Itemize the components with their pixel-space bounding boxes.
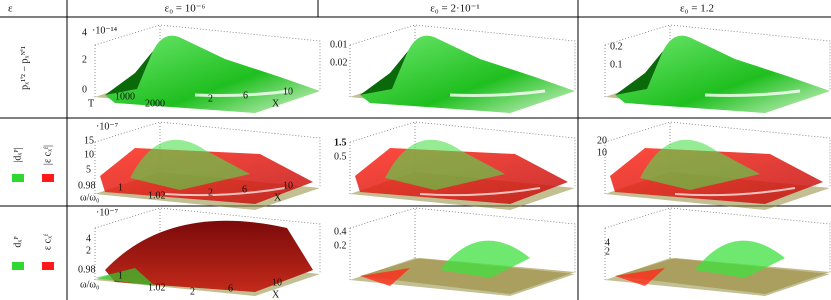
tick-label: 4 xyxy=(82,27,87,38)
tick-label: 2 xyxy=(605,246,610,257)
tick-label: 0.98 xyxy=(78,180,96,191)
tick-label: 0.2 xyxy=(610,41,623,52)
tick-label: 1.02 xyxy=(148,282,166,293)
tick-label: 1.02 xyxy=(148,190,166,201)
panel-labels: ·10⁻¹⁴ 4 2 0 T 1000 2000 2 6 10 X 0.01 0… xyxy=(78,25,623,300)
legend-swatch xyxy=(42,262,54,270)
row-label: ε cₓᶠ xyxy=(42,234,53,250)
axis-label: ·10⁻⁷ xyxy=(96,121,119,132)
tick-label: 2000 xyxy=(145,98,165,109)
row-label: dₓᴾ xyxy=(12,236,23,248)
tick-label: 1 xyxy=(118,270,123,281)
tick-label: 0.1 xyxy=(610,59,623,70)
tick-label: 1.5 xyxy=(334,137,347,148)
tick-label: 1 xyxy=(118,182,123,193)
tick-label: 4 xyxy=(86,233,91,244)
tick-label: 15 xyxy=(84,135,94,146)
legend-swatch xyxy=(42,174,54,182)
header-cell: ε₀ = 10⁻⁶ xyxy=(165,3,206,15)
tick-label: 20 xyxy=(597,135,607,146)
axis-label: ω/ω₀ xyxy=(80,192,100,203)
tick-label: 10 xyxy=(283,86,293,97)
tick-label: 2 xyxy=(190,286,195,297)
row-label: pₓ¹'² − pₓᴺ'¹ xyxy=(19,46,30,90)
tick-label: 0.01 xyxy=(330,39,348,50)
tick-label: 2 xyxy=(82,54,87,65)
surface-plot xyxy=(604,24,831,115)
surface-plot xyxy=(604,121,831,211)
tick-label: 0 xyxy=(82,84,87,95)
surface-plot xyxy=(94,207,321,297)
row-label: |ε cₓᶠ| xyxy=(42,145,53,165)
tick-label: 10 xyxy=(84,149,94,160)
axis-label: X xyxy=(272,289,280,300)
tick-label: 6 xyxy=(242,184,247,195)
tick-label: 0.98 xyxy=(78,264,96,275)
surface-plot xyxy=(349,207,576,297)
surface-plot xyxy=(604,207,831,297)
tick-label: 6 xyxy=(243,90,248,101)
tick-label: 2 xyxy=(86,245,91,256)
tick-label: 10 xyxy=(272,277,282,288)
tick-label: 10 xyxy=(283,180,293,191)
tick-label: 2 xyxy=(208,93,213,104)
surface-plot xyxy=(349,121,576,211)
tick-label: 0.4 xyxy=(334,226,347,237)
tick-label: 5 xyxy=(86,164,91,175)
tick-label: 10 xyxy=(597,147,607,158)
axis-label: ·10⁻¹⁴ xyxy=(92,25,118,36)
axis-label: X xyxy=(274,192,282,203)
tick-label: 4 xyxy=(605,237,610,248)
header-cell: ε xyxy=(8,3,13,15)
tick-label: 0.5 xyxy=(334,151,347,162)
row-label: |dₓᴾ| xyxy=(12,147,23,162)
tick-label: 1000 xyxy=(115,91,135,102)
legend-swatch xyxy=(12,262,24,270)
axis-label: ω/ω₀ xyxy=(80,279,100,290)
legend-swatch xyxy=(12,174,24,182)
tick-label: 0.2 xyxy=(334,240,347,251)
axis-label: X xyxy=(272,98,280,109)
header-cell: ε₀ = 2·10⁻¹ xyxy=(430,3,479,15)
tick-label: 2 xyxy=(208,187,213,198)
header-cell: ε₀ = 1.2 xyxy=(680,3,714,15)
axis-label: T xyxy=(88,98,94,109)
tick-label: 0.02 xyxy=(330,57,348,68)
axis-label: ·10⁻⁷ xyxy=(96,207,119,218)
surface-plot xyxy=(349,24,577,115)
tick-label: 6 xyxy=(228,283,233,294)
